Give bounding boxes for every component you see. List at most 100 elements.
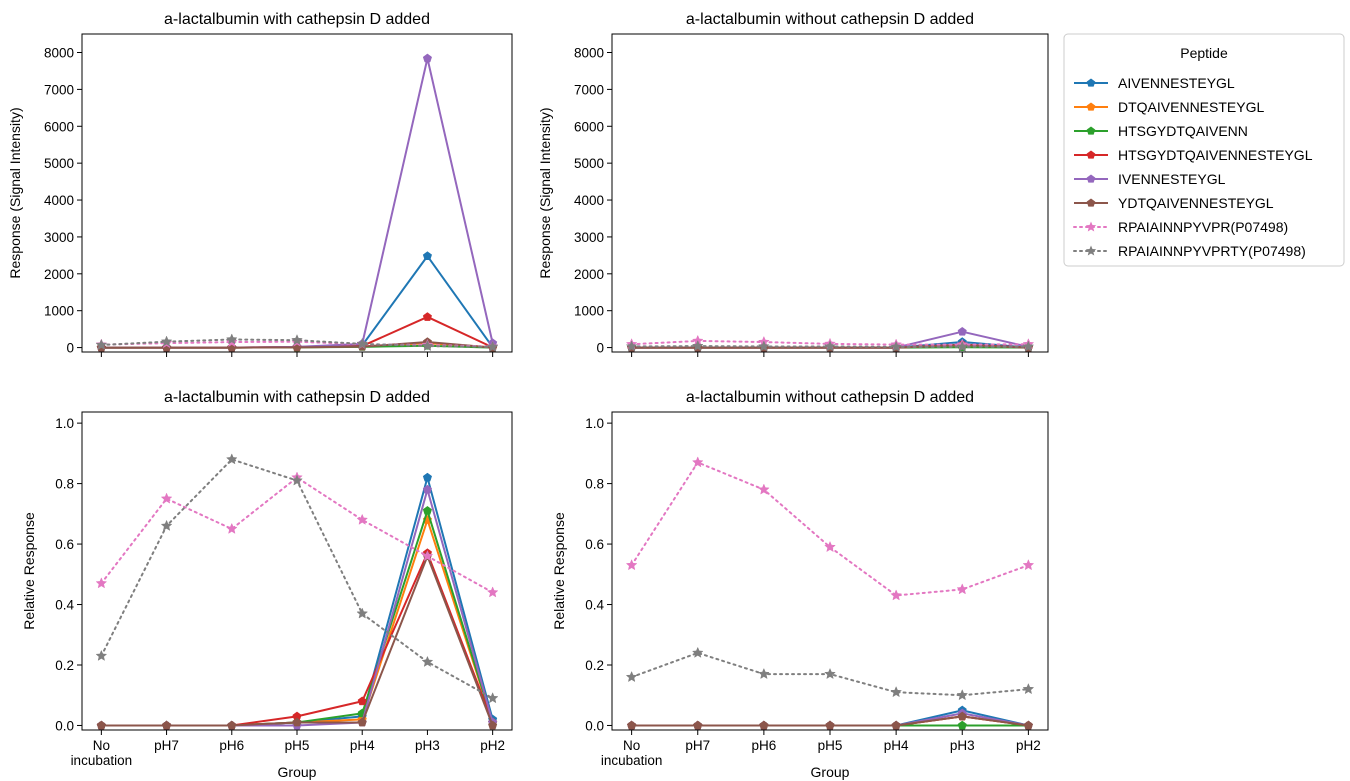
- x-tick-label-line: pH2: [480, 738, 505, 753]
- legend-label: RPAIAINNPYVPRTY(P07498): [1118, 243, 1306, 259]
- y-tick-label: 5000: [574, 156, 604, 171]
- x-tick-label: pH4: [350, 738, 375, 753]
- x-tick-label: pH5: [818, 738, 843, 753]
- x-tick-label-line: pH6: [219, 738, 244, 753]
- y-tick-label: 8000: [44, 46, 74, 61]
- legend-marker: [1085, 245, 1097, 256]
- legend-label: IVENNESTEYGL: [1118, 171, 1226, 187]
- x-tick-label-line: pH2: [1016, 738, 1041, 753]
- y-tick-label: 0.8: [55, 477, 74, 492]
- y-tick-label: 6000: [574, 119, 604, 134]
- chart-panel-3: a-lactalbumin with cathepsin D added 0.0 0…: [21, 389, 513, 780]
- data-point: [160, 492, 173, 504]
- y-tick-label: 1.0: [585, 416, 604, 431]
- data-point: [691, 456, 704, 468]
- y-tick-label: 6000: [44, 119, 74, 134]
- x-tick-label: pH5: [285, 738, 310, 753]
- y-tick-label: 7000: [574, 82, 604, 97]
- data-point: [357, 696, 367, 706]
- legend-label: YDTQAIVENNESTEYGL: [1118, 195, 1274, 211]
- data-point: [291, 474, 303, 486]
- x-tick-label: pH2: [1016, 738, 1041, 753]
- y-tick-label: 0.8: [585, 477, 604, 492]
- legend-entry: HTSGYDTQAIVENNESTEYGL: [1074, 147, 1313, 163]
- legend-box: [1063, 33, 1345, 267]
- data-point: [625, 559, 638, 571]
- data-point: [95, 649, 108, 661]
- data-point: [1022, 683, 1035, 695]
- data-point: [759, 720, 769, 730]
- legend-entry: RPAIAINNPYVPRTY(P07498): [1073, 243, 1306, 259]
- y-axis-label: Relative Response: [551, 512, 567, 630]
- y-tick-label: 4000: [44, 193, 74, 208]
- chart-title: a-lactalbumin with cathepsin D added: [164, 11, 430, 28]
- plot-frame: [81, 33, 513, 353]
- data-point: [357, 717, 367, 727]
- y-tick-label: 1000: [574, 304, 604, 319]
- chart-panel-1: a-lactalbumin with cathepsin D added 0 100…: [7, 11, 513, 357]
- data-point: [957, 711, 967, 721]
- x-tick-label-line: incubation: [71, 753, 133, 768]
- data-point: [160, 335, 173, 347]
- x-tick-label-line: pH3: [950, 738, 975, 753]
- data-point: [1022, 340, 1035, 352]
- x-tick-label: pH3: [950, 738, 975, 753]
- x-tick-label: pH7: [154, 738, 179, 753]
- data-point: [1022, 559, 1035, 571]
- x-tick-label: No incubation: [601, 738, 663, 768]
- data-point: [890, 340, 902, 352]
- legend-title: Peptide: [1180, 45, 1228, 61]
- series-dtqaivennesteygl: [96, 515, 498, 730]
- data-point: [486, 692, 499, 704]
- legend-label: DTQAIVENNESTEYGL: [1118, 99, 1264, 115]
- legend-marker: [1086, 78, 1096, 87]
- legend-label: HTSGYDTQAIVENN: [1118, 123, 1248, 139]
- series-line: [101, 488, 494, 727]
- legend-label: AIVENNESTEYGL: [1118, 75, 1235, 91]
- x-tick-label: pH6: [751, 738, 776, 753]
- legend-entry: HTSGYDTQAIVENN: [1074, 123, 1248, 139]
- data-point: [422, 472, 433, 482]
- data-point: [422, 53, 433, 63]
- y-axis-label: Response (Signal Intensity): [537, 107, 553, 278]
- x-tick-label-line: pH7: [154, 738, 179, 753]
- data-point: [625, 670, 638, 683]
- data-point: [486, 340, 499, 352]
- series-ydtqaivennesteygl: [96, 551, 498, 730]
- y-tick-label: 5000: [44, 156, 74, 171]
- legend-marker: [1086, 102, 1096, 111]
- x-tick-label-line: incubation: [601, 753, 663, 768]
- data-point: [422, 251, 433, 260]
- x-tick-label-line: pH3: [415, 738, 440, 753]
- data-point: [957, 326, 967, 336]
- data-point: [356, 337, 369, 349]
- legend-entry: RPAIAINNPYVPR(P07498): [1073, 219, 1288, 235]
- data-point: [422, 312, 433, 321]
- data-point: [825, 720, 835, 730]
- data-point: [356, 513, 369, 525]
- plot-frame: [611, 33, 1049, 353]
- y-tick-label: 0: [66, 341, 74, 356]
- legend: Peptide AIVENNESTEYGL DTQAIVENNESTEYGL HTSG…: [1063, 33, 1345, 267]
- plot-frame: [611, 411, 1049, 731]
- series-htsgydtqaivennesteygl: [96, 548, 498, 730]
- data-point: [691, 339, 704, 352]
- x-tick-label-line: pH7: [685, 738, 710, 753]
- series-ydtqaivennesteygl: [627, 711, 1033, 730]
- y-tick-label: 1000: [44, 304, 74, 319]
- y-tick-label: 0.4: [55, 598, 74, 613]
- series-line: [101, 255, 494, 349]
- series-line: [100, 458, 494, 700]
- y-tick-label: 8000: [574, 46, 604, 61]
- legend-marker: [1086, 174, 1096, 183]
- legend-entry: YDTQAIVENNESTEYGL: [1074, 195, 1274, 211]
- y-axis-label: Relative Response: [21, 512, 37, 630]
- data-point: [488, 720, 498, 730]
- data-point: [625, 340, 638, 352]
- data-point: [421, 339, 434, 352]
- chart-title: a-lactalbumin without cathepsin D added: [686, 11, 974, 28]
- y-tick-label: 0.0: [585, 718, 604, 733]
- y-tick-label: 0.6: [585, 537, 604, 552]
- series-rpaiainnpyvprty-p07498-: [625, 339, 1035, 352]
- data-point: [691, 646, 704, 658]
